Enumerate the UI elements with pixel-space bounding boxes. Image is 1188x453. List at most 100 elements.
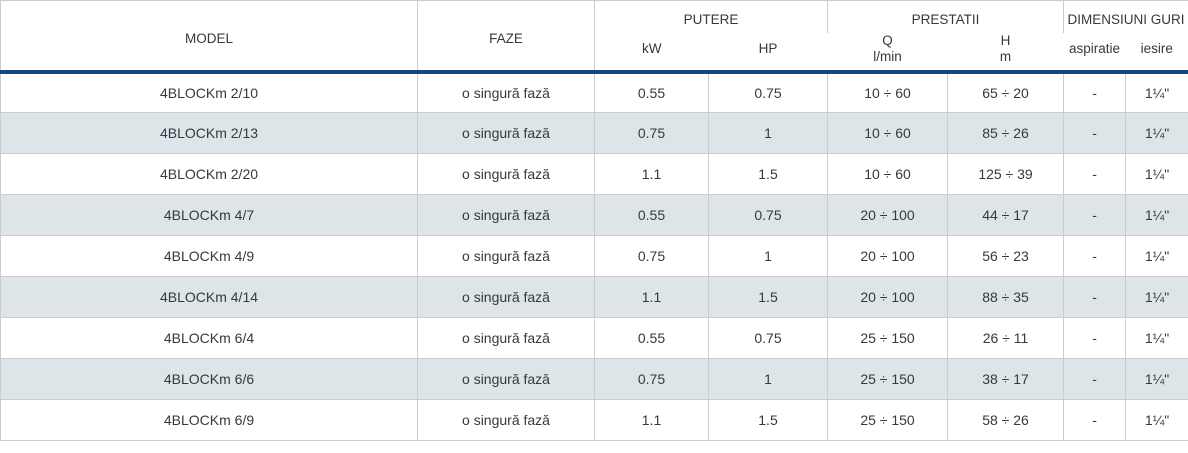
cell-aspiratie: -: [1063, 71, 1127, 114]
cell-q: 20 ÷ 100: [827, 276, 949, 319]
cell-q: 20 ÷ 100: [827, 235, 949, 278]
cell-iesire: 1¼": [1125, 276, 1188, 319]
cell-aspiratie: -: [1063, 235, 1127, 278]
cell-q: 10 ÷ 60: [827, 71, 949, 114]
cell-faze: o singură fază: [417, 358, 595, 401]
cell-hp: 0.75: [707, 317, 829, 360]
cell-q: 25 ÷ 150: [827, 358, 949, 401]
cell-aspiratie: -: [1063, 194, 1127, 237]
cell-model: 4BLOCKm 6/4: [0, 317, 418, 360]
cell-faze: o singură fază: [417, 317, 595, 360]
cell-h: 26 ÷ 11: [947, 317, 1065, 360]
column-group-dimensiuni-guri: DIMENSIUNI GURI: [1063, 0, 1188, 33]
column-header-q: Q l/min: [827, 32, 948, 74]
cell-q: 25 ÷ 150: [827, 317, 949, 360]
table-row: 4BLOCKm 4/7 o singură fază 0.55 0.75 20 …: [0, 194, 1188, 237]
cell-iesire: 1¼": [1125, 358, 1188, 401]
cell-faze: o singură fază: [417, 112, 595, 155]
table-row: 4BLOCKm 6/4 o singură fază 0.55 0.75 25 …: [0, 317, 1188, 360]
header-group-row: MODEL FAZE PUTERE PRESTATII DIMENSIUNI G…: [0, 0, 1188, 74]
table-row: 4BLOCKm 6/6 o singură fază 0.75 1 25 ÷ 1…: [0, 358, 1188, 401]
cell-hp: 1: [707, 112, 829, 155]
cell-hp: 1.5: [707, 153, 829, 196]
cell-iesire: 1¼": [1125, 194, 1188, 237]
cell-iesire: 1¼": [1125, 153, 1188, 196]
cell-aspiratie: -: [1063, 399, 1127, 442]
cell-model: 4BLOCKm 6/6: [0, 358, 418, 401]
table-row: 4BLOCKm 2/10 o singură fază 0.55 0.75 10…: [0, 71, 1188, 114]
column-header-hp: HP: [708, 32, 828, 74]
table-row: 4BLOCKm 2/20 o singură fază 1.1 1.5 10 ÷…: [0, 153, 1188, 196]
cell-model: 4BLOCKm 4/7: [0, 194, 418, 237]
column-group-putere: PUTERE: [594, 0, 829, 33]
cell-q: 25 ÷ 150: [827, 399, 949, 442]
cell-h: 125 ÷ 39: [947, 153, 1065, 196]
cell-kw: 1.1: [594, 276, 709, 319]
cell-model: 4BLOCKm 2/20: [0, 153, 418, 196]
column-header-faze: FAZE: [417, 0, 595, 74]
h-symbol: H: [1000, 32, 1011, 48]
cell-h: 38 ÷ 17: [947, 358, 1065, 401]
cell-h: 56 ÷ 23: [947, 235, 1065, 278]
column-header-h: H m: [947, 32, 1064, 74]
cell-h: 65 ÷ 20: [947, 71, 1065, 114]
cell-aspiratie: -: [1063, 276, 1127, 319]
cell-h: 58 ÷ 26: [947, 399, 1065, 442]
cell-hp: 0.75: [707, 71, 829, 114]
header-sub-row: kW HP Q l/min H m aspiratie iesire: [1, 32, 1188, 74]
cell-hp: 1.5: [707, 399, 829, 442]
cell-faze: o singură fază: [417, 71, 595, 114]
cell-h: 85 ÷ 26: [947, 112, 1065, 155]
cell-kw: 0.75: [594, 358, 709, 401]
cell-aspiratie: -: [1063, 317, 1127, 360]
cell-aspiratie: -: [1063, 112, 1127, 155]
cell-kw: 1.1: [594, 153, 709, 196]
table-row: 4BLOCKm 2/13 o singură fază 0.75 1 10 ÷ …: [0, 112, 1188, 155]
cell-model: 4BLOCKm 6/9: [0, 399, 418, 442]
cell-kw: 0.75: [594, 112, 709, 155]
cell-faze: o singură fază: [417, 399, 595, 442]
table-row: 4BLOCKm 4/9 o singură fază 0.75 1 20 ÷ 1…: [0, 235, 1188, 278]
cell-model: 4BLOCKm 4/9: [0, 235, 418, 278]
table-row: 4BLOCKm 4/14 o singură fază 1.1 1.5 20 ÷…: [0, 276, 1188, 319]
column-header-model: MODEL: [0, 0, 418, 74]
cell-faze: o singură fază: [417, 276, 595, 319]
cell-q: 10 ÷ 60: [827, 112, 949, 155]
cell-iesire: 1¼": [1125, 71, 1188, 114]
cell-hp: 1: [707, 358, 829, 401]
cell-iesire: 1¼": [1125, 235, 1188, 278]
cell-kw: 0.55: [594, 194, 709, 237]
cell-kw: 0.55: [594, 71, 709, 114]
table-body: 4BLOCKm 2/10 o singură fază 0.55 0.75 10…: [0, 71, 1188, 442]
cell-hp: 1: [707, 235, 829, 278]
cell-model: 4BLOCKm 4/14: [0, 276, 418, 319]
cell-q: 10 ÷ 60: [827, 153, 949, 196]
pump-spec-table: MODEL FAZE PUTERE PRESTATII DIMENSIUNI G…: [0, 0, 1188, 442]
column-header-kw: kW: [594, 32, 709, 74]
cell-q: 20 ÷ 100: [827, 194, 949, 237]
cell-h: 44 ÷ 17: [947, 194, 1065, 237]
cell-iesire: 1¼": [1125, 112, 1188, 155]
cell-model: 4BLOCKm 2/10: [0, 71, 418, 114]
cell-iesire: 1¼": [1125, 399, 1188, 442]
cell-aspiratie: -: [1063, 358, 1127, 401]
cell-hp: 0.75: [707, 194, 829, 237]
cell-faze: o singură fază: [417, 235, 595, 278]
cell-model: 4BLOCKm 2/13: [0, 112, 418, 155]
cell-kw: 0.55: [594, 317, 709, 360]
table-header: MODEL FAZE PUTERE PRESTATII DIMENSIUNI G…: [0, 0, 1188, 74]
column-group-prestatii: PRESTATII: [827, 0, 1065, 33]
column-header-iesire: iesire: [1125, 32, 1188, 74]
cell-h: 88 ÷ 35: [947, 276, 1065, 319]
q-symbol: Q: [882, 32, 893, 48]
table-row: 4BLOCKm 6/9 o singură fază 1.1 1.5 25 ÷ …: [0, 399, 1188, 442]
column-header-aspiratie: aspiratie: [1063, 32, 1126, 74]
cell-hp: 1.5: [707, 276, 829, 319]
q-unit: l/min: [873, 48, 902, 64]
cell-kw: 1.1: [594, 399, 709, 442]
cell-iesire: 1¼": [1125, 317, 1188, 360]
cell-kw: 0.75: [594, 235, 709, 278]
cell-aspiratie: -: [1063, 153, 1127, 196]
cell-faze: o singură fază: [417, 153, 595, 196]
h-unit: m: [999, 48, 1012, 64]
